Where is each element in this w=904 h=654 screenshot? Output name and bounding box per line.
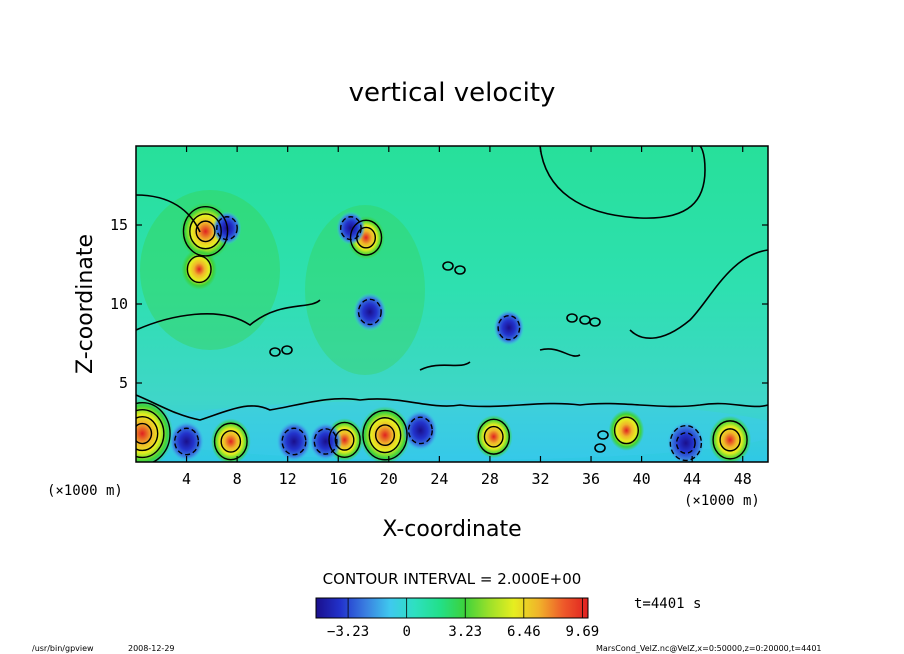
contour-line <box>313 428 338 455</box>
x-tick-label: 40 <box>633 470 651 488</box>
contour-line <box>362 409 408 461</box>
downdraft-cell <box>667 421 705 462</box>
contour-line <box>594 443 606 453</box>
footer-source: MarsCond_VelZ.nc@VelZ,x=0:50000,z=0:2000… <box>596 644 822 653</box>
contour-line <box>136 146 706 233</box>
y-axis: 5 10 15 <box>110 216 768 392</box>
contour-line <box>613 416 639 445</box>
contour-line <box>174 427 200 456</box>
contour-line <box>269 347 281 357</box>
contour-line <box>220 430 242 453</box>
plot-background <box>136 146 768 462</box>
x-tick-label: 8 <box>233 470 242 488</box>
contour-line <box>483 425 504 448</box>
x-tick-label: 32 <box>531 470 549 488</box>
contour-line <box>136 422 153 445</box>
contour-line <box>136 415 159 452</box>
downdraft-cell <box>168 421 205 462</box>
x-tick-label: 4 <box>182 470 191 488</box>
updraft-cell <box>608 410 645 451</box>
contour-line <box>675 432 696 454</box>
x-tick-label: 28 <box>481 470 499 488</box>
colorbar-fill <box>315 597 589 619</box>
x-tick-label: 16 <box>329 470 347 488</box>
contour-line <box>669 424 703 462</box>
colorbar-tick-label: 9.69 <box>566 624 600 640</box>
contour-line <box>368 417 402 454</box>
footer-date: 2008-12-29 <box>128 644 175 653</box>
y-tick-label: 10 <box>110 295 128 313</box>
contour-line <box>349 219 383 256</box>
contour-line <box>339 216 362 241</box>
contour-line <box>136 299 321 331</box>
convective-region-mid <box>305 205 425 375</box>
footer-program: /usr/bin/gpview <box>32 644 94 653</box>
contour-interval-label: CONTOUR INTERVAL = 2.000E+00 <box>323 570 582 588</box>
contour-line <box>374 424 396 447</box>
contour-line <box>182 206 229 257</box>
x-tick-label: 24 <box>430 470 448 488</box>
contour-line <box>589 317 601 327</box>
contour-line <box>195 220 216 243</box>
updraft-cell <box>359 406 411 462</box>
updraft-cell <box>210 418 251 462</box>
contour-line <box>477 418 510 455</box>
x-tick-label: 48 <box>734 470 752 488</box>
updraft-cell <box>474 415 513 459</box>
chart-title: vertical velocity <box>349 78 556 108</box>
updraft-cell <box>709 415 752 462</box>
downdraft-cell <box>402 410 439 451</box>
contour-line <box>328 421 361 458</box>
contour-line <box>597 430 609 440</box>
contour-line <box>136 408 165 459</box>
updraft-cell <box>181 248 217 290</box>
x-unit-right: (×1000 m) <box>684 493 760 509</box>
colorbar-tick-label: 6.46 <box>507 624 541 640</box>
contour-line <box>407 416 433 445</box>
contour-line <box>454 265 466 275</box>
contour-line <box>712 420 748 460</box>
x-axis: 4 8 12 16 20 24 28 32 36 40 44 48 <box>182 146 752 488</box>
x-tick-label: 36 <box>582 470 600 488</box>
contour-line <box>186 255 212 284</box>
x-axis-label: X-coordinate <box>382 517 521 542</box>
contour-line <box>189 213 222 250</box>
contour-line <box>216 216 238 241</box>
x-tick-label: 44 <box>683 470 701 488</box>
contour-line <box>281 427 307 456</box>
contour-line <box>281 345 293 355</box>
colorbar-tick-label: 3.23 <box>448 624 482 640</box>
feature-contours <box>136 206 748 462</box>
contour-line <box>136 402 171 462</box>
contour-line <box>566 313 578 323</box>
y-tick-label: 15 <box>110 216 128 234</box>
time-label: t=4401 s <box>634 596 701 612</box>
colorbar-tick-label: 0 <box>402 624 410 640</box>
y-axis-label: Z-coordinate <box>73 234 98 374</box>
x-unit-left: (×1000 m) <box>47 483 123 499</box>
contour-line <box>213 422 248 461</box>
contour-line <box>334 428 355 451</box>
colorbar-ticks: −3.23 0 3.23 6.46 9.69 <box>327 598 599 640</box>
contour-line <box>419 348 581 371</box>
x-tick-label: 12 <box>279 470 297 488</box>
contour-line <box>497 315 521 341</box>
x-tick-label: 20 <box>380 470 398 488</box>
contour-line <box>629 249 768 339</box>
contour-line <box>719 428 741 452</box>
y-tick-label: 5 <box>119 374 128 392</box>
colorbar-tick-label: −3.23 <box>327 624 369 640</box>
contour-line <box>442 261 454 271</box>
downdraft-cell <box>276 421 312 462</box>
contour-line <box>136 394 768 421</box>
plot-area <box>136 146 768 462</box>
contour-lines <box>136 146 768 453</box>
contour-line <box>357 298 382 326</box>
colorbar: −3.23 0 3.23 6.46 9.69 <box>315 597 599 640</box>
